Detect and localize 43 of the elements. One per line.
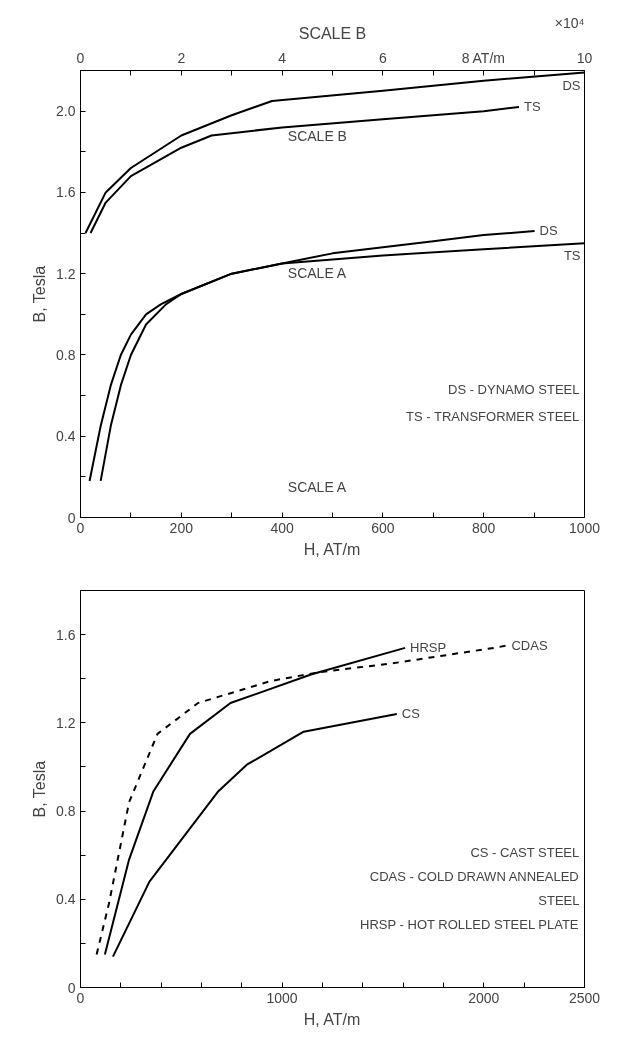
x-tick-label: 400: [270, 519, 294, 536]
text: ×10⁴: [554, 14, 585, 31]
x2-tick-label: 6: [379, 49, 388, 66]
annotation: HRSP - HOT ROLLED STEEL PLATE: [360, 916, 579, 932]
y-tick-label: 0.4: [56, 428, 76, 445]
x-tick-label: 800: [472, 519, 496, 536]
y-tick-label: 1.6: [56, 626, 76, 643]
x2-tick-label: 2: [177, 49, 186, 66]
x2-tick-label: 10: [576, 49, 593, 66]
y-axis-title: B, Tesla: [31, 265, 49, 323]
annotation: TS - TRANSFORMER STEEL: [406, 408, 580, 424]
x-tick-label: 600: [371, 519, 395, 536]
series-label: CDAS: [511, 637, 548, 653]
x2-tick-label: 8 AT/m: [461, 49, 505, 66]
series-label: TS: [523, 99, 541, 115]
x-tick-label: 1000: [266, 989, 298, 1006]
y-tick-label: 0.8: [56, 346, 76, 363]
y-tick-label: 1.2: [56, 714, 76, 731]
series-label: TS: [563, 248, 581, 264]
x-tick-label: 2000: [468, 989, 500, 1006]
y-tick-label: 0.4: [56, 891, 76, 908]
series-label: DS: [562, 77, 581, 93]
x-tick-label: 2500: [568, 989, 601, 1006]
annotation: SCALE B: [287, 128, 347, 145]
y-axis-title: B, Tesla: [31, 760, 49, 818]
annotation: CS - CAST STEEL: [470, 845, 580, 861]
y-tick-label: 1.2: [56, 265, 76, 282]
y-tick-label: 0.8: [56, 803, 76, 820]
annotation: CDAS - COLD DRAWN ANNEALED STEEL: [369, 869, 580, 909]
x-axis-title: H, AT/m: [303, 540, 361, 558]
x2-tick-label: 4: [278, 49, 287, 66]
annotation: DS - DYNAMO STEEL: [447, 381, 580, 397]
y-tick-label: 2.0: [56, 103, 76, 120]
series-label: DS: [539, 223, 558, 239]
series-label: HRSP: [410, 639, 447, 655]
x-axis-title: H, AT/m: [303, 1010, 361, 1028]
series-label: CS: [401, 706, 421, 722]
annotation: SCALE A: [287, 264, 347, 281]
x-tick-label: 1000: [568, 519, 601, 536]
y-tick-label: 1.6: [56, 184, 76, 201]
x-tick-label: 200: [169, 519, 194, 536]
x2-axis-title: SCALE B: [298, 24, 367, 42]
annotation: SCALE A: [287, 479, 347, 496]
